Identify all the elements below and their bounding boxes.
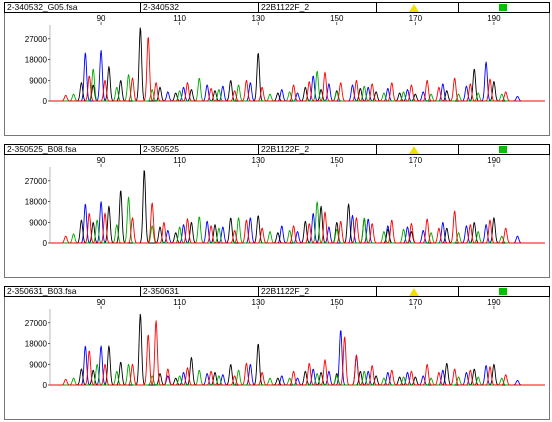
x-tick-label: 130 <box>252 14 266 23</box>
x-tick-label: 90 <box>97 298 106 307</box>
electropherogram-chart: 90 110 130 150 170 190 0 9000 18000 27000 <box>25 298 545 390</box>
x-tick-label: 110 <box>173 156 186 165</box>
x-tick-label: 190 <box>487 14 501 23</box>
y-tick-label: 27000 <box>25 177 48 186</box>
panel-header: 2-350631_B03.fsa 2-350631 22B1122F_2 <box>4 286 550 297</box>
x-tick-label: 110 <box>173 298 186 307</box>
y-tick-label: 0 <box>43 97 48 106</box>
y-tick-label: 18000 <box>25 56 48 65</box>
panel-name-label: 22B1122F_2 <box>259 287 377 296</box>
panel-header: 2-350525_B08.fsa 2-350525 22B1122F_2 <box>4 144 550 155</box>
sample-file-label: 2-350525_B08.fsa <box>5 145 141 154</box>
y-tick-label: 18000 <box>25 198 48 207</box>
electropherogram-chart: 90 110 130 150 170 190 0 9000 18000 27000 <box>25 14 545 106</box>
x-tick-label: 150 <box>330 156 344 165</box>
chart-frame: 90 110 130 150 170 190 0 9000 18000 27000 <box>4 155 550 278</box>
y-tick-label: 18000 <box>25 340 48 349</box>
sample-file-label: 2-340532_G05.fsa <box>5 3 141 12</box>
y-tick-label: 9000 <box>29 360 47 369</box>
sample-id-label: 2-350525 <box>141 145 259 154</box>
yellow-triangle-icon <box>409 288 419 296</box>
x-tick-label: 190 <box>487 298 501 307</box>
trace-series-2 <box>50 313 545 386</box>
yellow-triangle-icon <box>409 146 419 154</box>
x-tick-label: 150 <box>330 14 344 23</box>
x-tick-label: 130 <box>252 298 266 307</box>
chart-frame: 90 110 130 150 170 190 0 9000 18000 27000 <box>4 297 550 420</box>
trace-series-4 <box>50 320 545 386</box>
y-tick-label: 0 <box>43 381 48 390</box>
x-tick-label: 130 <box>252 156 266 165</box>
y-tick-label: 9000 <box>29 76 47 85</box>
sample-id-label: 2-340532 <box>141 3 259 12</box>
panel-header: 2-340532_G05.fsa 2-340532 22B1122F_2 <box>4 2 550 13</box>
x-tick-label: 170 <box>409 14 423 23</box>
x-tick-label: 150 <box>330 298 344 307</box>
green-square-icon <box>499 146 507 153</box>
trace-series-1 <box>50 49 545 102</box>
y-tick-label: 27000 <box>25 35 48 44</box>
x-tick-label: 90 <box>97 156 106 165</box>
sample-id-label: 2-350631 <box>141 287 259 296</box>
y-tick-label: 27000 <box>25 319 48 328</box>
x-tick-label: 110 <box>173 14 186 23</box>
chart-frame: 90 110 130 150 170 190 0 9000 18000 27000 <box>4 13 550 136</box>
header-cell-empty-1 <box>377 3 459 12</box>
panel-name-label: 22B1122F_2 <box>259 145 377 154</box>
x-tick-label: 170 <box>409 156 423 165</box>
trace-series-2 <box>50 27 545 102</box>
x-tick-label: 190 <box>487 156 501 165</box>
header-cell-empty-1 <box>377 287 459 296</box>
trace-series-4 <box>50 37 545 102</box>
header-cell-empty-1 <box>377 145 459 154</box>
y-tick-label: 9000 <box>29 218 47 227</box>
trace-series-3 <box>50 363 545 386</box>
trace-series-1 <box>50 201 545 244</box>
trace-series-4 <box>50 202 545 244</box>
x-tick-label: 170 <box>409 298 423 307</box>
electropherogram-panel-1: 2-340532_G05.fsa 2-340532 22B1122F_2 90 1… <box>4 2 550 136</box>
panel-name-label: 22B1122F_2 <box>259 3 377 12</box>
electropherogram-panel-2: 2-350525_B08.fsa 2-350525 22B1122F_2 90 1… <box>4 144 550 278</box>
electropherogram-panel-3: 2-350631_B03.fsa 2-350631 22B1122F_2 90 1… <box>4 286 550 420</box>
trace-series-3 <box>50 196 545 244</box>
green-square-icon <box>499 288 507 295</box>
electropherogram-chart: 90 110 130 150 170 190 0 9000 18000 27000 <box>25 156 545 248</box>
yellow-triangle-icon <box>409 4 419 12</box>
y-tick-label: 0 <box>43 239 48 248</box>
trace-series-1 <box>50 330 545 386</box>
green-square-icon <box>499 4 507 11</box>
sample-file-label: 2-350631_B03.fsa <box>5 287 141 296</box>
x-tick-label: 90 <box>97 14 106 23</box>
